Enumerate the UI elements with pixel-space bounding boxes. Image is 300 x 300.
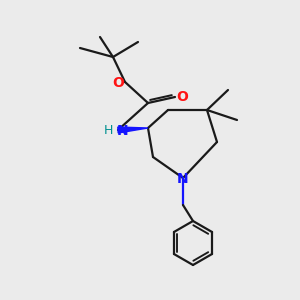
Text: N: N [177,172,189,186]
Text: O: O [112,76,124,90]
Text: N: N [117,124,129,138]
Text: H: H [103,124,113,137]
Text: O: O [176,90,188,104]
Polygon shape [118,127,148,133]
